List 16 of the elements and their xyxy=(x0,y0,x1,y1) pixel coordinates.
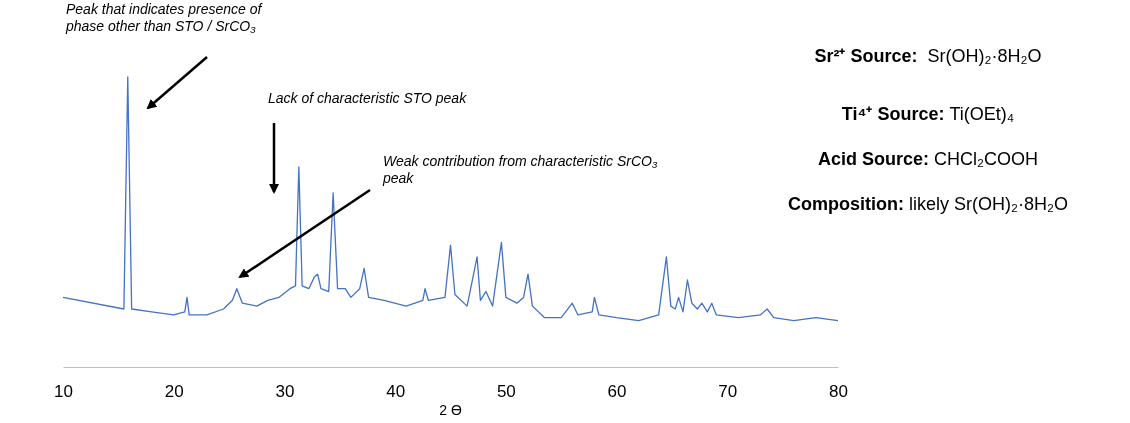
x-tick-label: 70 xyxy=(718,382,738,402)
annotation: Composition: likely Sr(OH)₂·8H₂O xyxy=(788,194,1068,214)
x-tick-label: 50 xyxy=(496,382,516,402)
x-tick-label: 60 xyxy=(607,382,627,402)
annotation: Lack of characteristic STO peak xyxy=(268,90,468,106)
x-tick-label: 80 xyxy=(829,382,848,402)
annotation: Acid Source: CHCl₂COOH xyxy=(817,149,1039,169)
text: Sr²⁺ Source: Sr(OH)₂·8H₂O xyxy=(814,46,1042,66)
x-tick-label: 40 xyxy=(386,382,406,402)
x-tick-label: 20 xyxy=(164,382,184,402)
annotation: Weak contribution from characteristic SrCO₃ peak xyxy=(382,153,658,186)
x-axis-title: 2 ϴ xyxy=(439,402,462,418)
x-tick-label: 30 xyxy=(275,382,295,402)
x-tick-label: 10 xyxy=(54,382,73,402)
text: Ti⁴⁺ Source: Ti(OEt)₄ xyxy=(841,104,1015,124)
text: Peak that indicates presence of phase other than STO / SrCO₃ xyxy=(65,1,264,34)
